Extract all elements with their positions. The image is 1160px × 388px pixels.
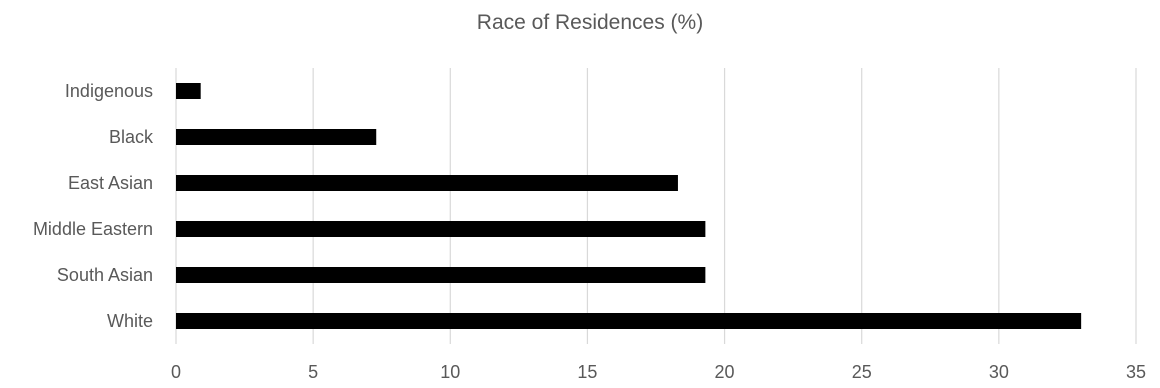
gridlines [175, 68, 1137, 344]
category-label: Middle Eastern [33, 219, 153, 239]
category-label: East Asian [68, 173, 153, 193]
bar [176, 267, 706, 283]
bars [176, 83, 1082, 329]
x-tick-label: 30 [989, 362, 1009, 382]
x-tick-label: 15 [577, 362, 597, 382]
x-tick-label: 35 [1126, 362, 1146, 382]
bar [176, 313, 1082, 329]
category-label: Black [109, 127, 154, 147]
x-axis-tick-labels: 0 5 10 15 20 25 30 35 [171, 362, 1146, 382]
bar [176, 175, 678, 191]
category-label: White [107, 311, 153, 331]
x-tick-label: 0 [171, 362, 181, 382]
x-tick-label: 25 [852, 362, 872, 382]
x-tick-label: 20 [715, 362, 735, 382]
x-tick-label: 5 [308, 362, 318, 382]
category-label: Indigenous [65, 81, 153, 101]
chart-title: Race of Residences (%) [477, 11, 703, 34]
bar [176, 129, 377, 145]
bar [176, 83, 201, 99]
category-label: South Asian [57, 265, 153, 285]
category-labels: Indigenous Black East Asian Middle Eastern S… [33, 81, 154, 331]
x-tick-label: 10 [440, 362, 460, 382]
bar [176, 221, 706, 237]
